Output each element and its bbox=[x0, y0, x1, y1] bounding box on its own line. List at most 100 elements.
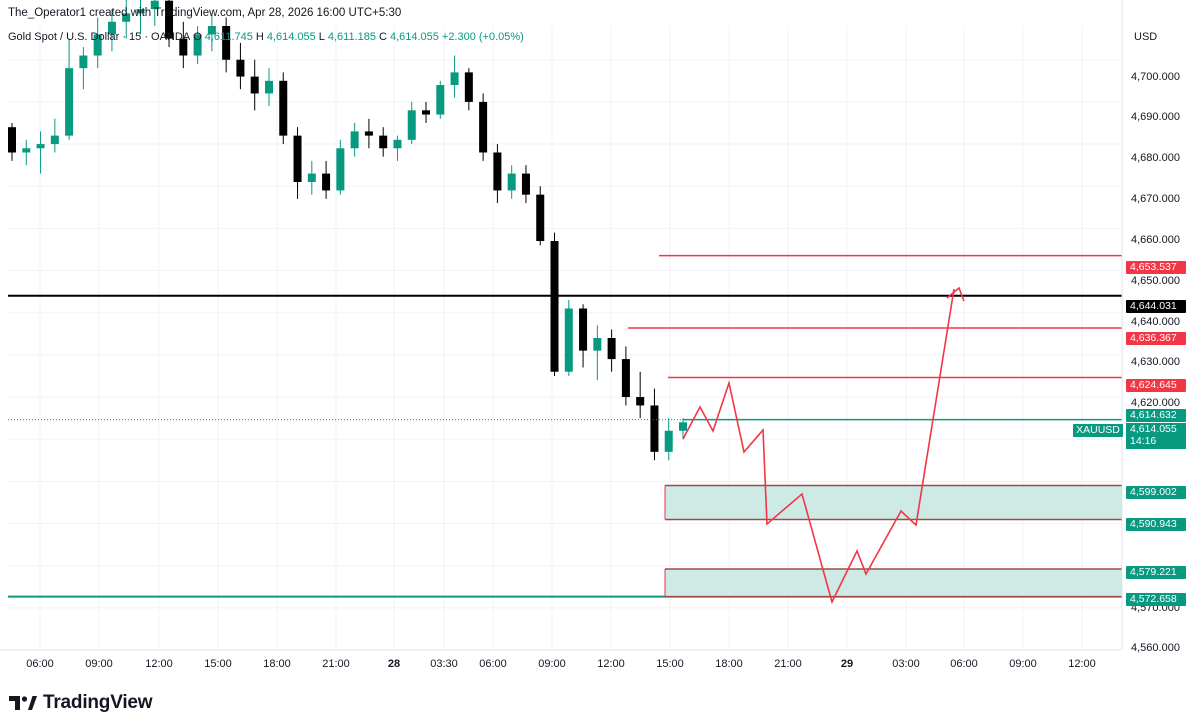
legend-symbol[interactable]: Gold Spot / U.S. Dollar · 15 · OANDA bbox=[8, 31, 191, 43]
time-tick: 15:00 bbox=[656, 658, 684, 670]
legend-low-value: 4,611.185 bbox=[327, 31, 376, 43]
legend-close-label: C bbox=[379, 31, 387, 43]
candle-up bbox=[407, 110, 416, 140]
candle-down bbox=[279, 80, 288, 136]
candle-up bbox=[93, 34, 102, 56]
legend-high-value: 4,614.055 bbox=[266, 31, 316, 43]
zone-fill bbox=[665, 568, 1122, 597]
legend-open-value: 4,611.745 bbox=[204, 31, 253, 43]
time-tick: 12:00 bbox=[1068, 658, 1096, 670]
candle-up bbox=[350, 131, 359, 149]
price-tick: 4,650.000 bbox=[1131, 275, 1180, 287]
candle-down bbox=[165, 0, 174, 39]
candle-up bbox=[564, 308, 573, 372]
candle-down bbox=[621, 359, 630, 398]
candle-up bbox=[307, 173, 316, 182]
tradingview-logo-text: TradingView bbox=[43, 692, 153, 713]
candle-down bbox=[650, 405, 659, 452]
candle-up bbox=[193, 34, 202, 56]
candle-down bbox=[521, 173, 530, 195]
symbol-tag: XAUUSD bbox=[1073, 424, 1123, 437]
projection-path bbox=[682, 288, 955, 605]
candle-up bbox=[664, 430, 673, 452]
time-tick: 18:00 bbox=[715, 658, 743, 670]
time-tick-day: 28 bbox=[387, 658, 401, 670]
time-tick: 03:30 bbox=[430, 658, 458, 670]
candle-up bbox=[507, 173, 516, 191]
currency-label[interactable]: USD bbox=[1134, 31, 1158, 43]
projection-arrowhead bbox=[946, 286, 965, 302]
time-tick: 09:00 bbox=[538, 658, 566, 670]
level-label-green: 4,614.632 bbox=[1126, 409, 1186, 422]
candle-up bbox=[22, 148, 31, 153]
candle-down bbox=[8, 127, 16, 153]
candlestick-series bbox=[8, 0, 687, 461]
candle-down bbox=[422, 110, 431, 115]
candle-down bbox=[179, 38, 188, 56]
candle-down bbox=[607, 338, 616, 360]
price-tick: 4,660.000 bbox=[1131, 234, 1180, 246]
level-label-black: 4,644.031 bbox=[1126, 300, 1186, 313]
current-price-value: 4,614.055 bbox=[1130, 423, 1177, 435]
candle-up bbox=[593, 338, 602, 351]
time-tick: 03:00 bbox=[892, 658, 920, 670]
candle-up bbox=[264, 80, 273, 94]
time-tick: 06:00 bbox=[26, 658, 54, 670]
candle-up bbox=[436, 85, 445, 115]
legend-low-label: L bbox=[318, 31, 325, 43]
candle-down bbox=[536, 194, 545, 242]
legend-change: +2.300 (+0.05%) bbox=[441, 31, 524, 43]
candle-down bbox=[222, 26, 231, 60]
tradingview-logo-icon bbox=[9, 696, 37, 710]
legend-open-label: O bbox=[193, 31, 202, 43]
legend-close-value: 4,614.055 bbox=[389, 31, 439, 43]
candle-down bbox=[364, 131, 373, 136]
time-tick: 21:00 bbox=[322, 658, 350, 670]
candle-down bbox=[464, 72, 473, 102]
candle-down bbox=[493, 152, 502, 191]
demand-zones bbox=[664, 484, 1122, 598]
price-tick: 4,690.000 bbox=[1131, 111, 1180, 123]
candle-down bbox=[322, 173, 331, 191]
candle-up bbox=[79, 55, 88, 69]
candle-down bbox=[250, 76, 259, 94]
price-tick: 4,680.000 bbox=[1131, 152, 1180, 164]
current-price-label: 4,614.055 14:16 bbox=[1126, 423, 1186, 449]
candle-down bbox=[479, 101, 488, 153]
level-label-red: 4,624.645 bbox=[1126, 379, 1186, 392]
price-tick: 4,640.000 bbox=[1131, 316, 1180, 328]
price-tick: 4,700.000 bbox=[1131, 71, 1180, 83]
level-label-red: 4,653.537 bbox=[1126, 261, 1186, 274]
candle-up bbox=[65, 68, 74, 136]
candle-up bbox=[136, 9, 145, 14]
candle-down bbox=[636, 397, 645, 406]
time-tick: 18:00 bbox=[263, 658, 291, 670]
candle-up bbox=[50, 135, 59, 145]
level-label-red: 4,636.367 bbox=[1126, 332, 1186, 345]
tradingview-logo[interactable]: TradingView bbox=[9, 692, 153, 714]
candle-up bbox=[679, 422, 687, 431]
legend-high-label: H bbox=[255, 31, 264, 43]
candle-up bbox=[336, 148, 345, 191]
time-tick: 06:00 bbox=[479, 658, 507, 670]
candle-up bbox=[207, 26, 216, 35]
candle-down bbox=[379, 135, 388, 149]
candle-up bbox=[450, 72, 459, 86]
price-tick: 4,620.000 bbox=[1131, 397, 1180, 409]
time-tick: 09:00 bbox=[85, 658, 113, 670]
zone-bottom-label: 4,572.658 bbox=[1126, 593, 1186, 606]
price-tick: 4,630.000 bbox=[1131, 356, 1180, 368]
time-tick: 21:00 bbox=[774, 658, 802, 670]
price-tick: 4,560.000 bbox=[1131, 642, 1180, 654]
time-tick: 15:00 bbox=[204, 658, 232, 670]
zone-top-label: 4,599.002 bbox=[1126, 486, 1186, 499]
candle-up bbox=[150, 0, 159, 10]
symbol-legend[interactable]: Gold Spot / U.S. Dollar · 15 · OANDA O 4… bbox=[8, 31, 524, 43]
time-tick: 06:00 bbox=[950, 658, 978, 670]
time-tick-day: 29 bbox=[840, 658, 854, 670]
candle-up bbox=[107, 21, 116, 35]
zone-bottom-label: 4,590.943 bbox=[1126, 518, 1186, 531]
time-tick: 12:00 bbox=[145, 658, 173, 670]
candle-down bbox=[236, 59, 245, 77]
